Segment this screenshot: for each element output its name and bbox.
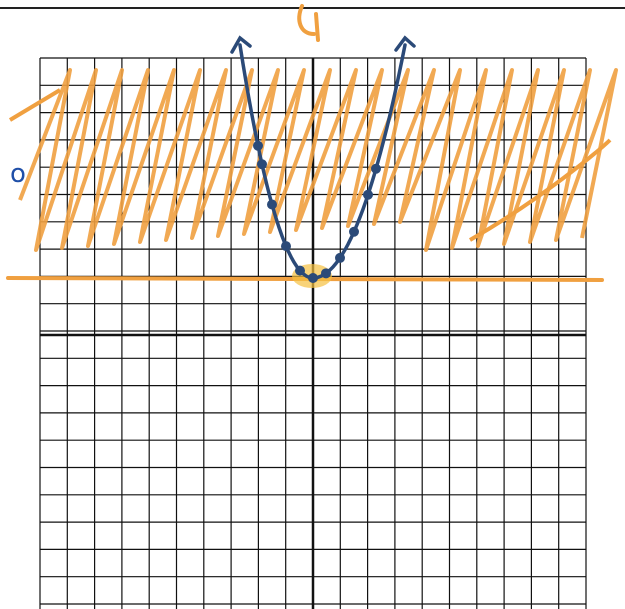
page: o (() => { const data = JSON.parse(docum… [0, 0, 625, 609]
point [371, 164, 381, 174]
point [281, 241, 291, 251]
point [308, 273, 318, 283]
point [349, 227, 359, 237]
point [335, 253, 345, 263]
annotation: o [10, 159, 26, 189]
point [253, 141, 263, 151]
graph-sheet: o [0, 0, 625, 609]
point [363, 190, 373, 200]
point [257, 159, 267, 169]
point [321, 268, 331, 278]
point [267, 200, 277, 210]
point [295, 266, 305, 276]
